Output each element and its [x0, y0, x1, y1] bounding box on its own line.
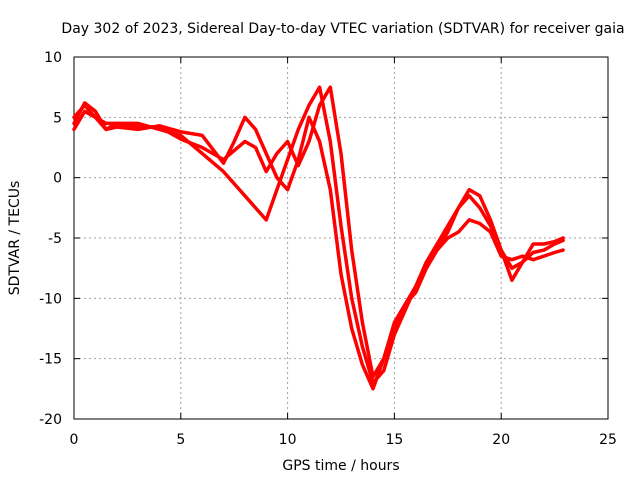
y-axis-title: SDTVAR / TECUs: [7, 181, 23, 296]
y-tick-label: -15: [39, 352, 62, 368]
chart-title: Day 302 of 2023, Sidereal Day-to-day VTE…: [61, 21, 624, 37]
y-tick-label: -10: [39, 291, 62, 307]
y-tick-label: 0: [53, 171, 62, 187]
x-tick-label: 10: [279, 432, 297, 448]
x-tick-label: 15: [385, 432, 403, 448]
x-tick-label: 5: [176, 432, 185, 448]
y-tick-labels: 10 5 0 -5 -10 -15 -20: [39, 50, 62, 428]
series-layer: [72, 85, 565, 391]
chart-grid: [74, 57, 608, 419]
series-line-3: [72, 101, 565, 391]
y-tick-label: -5: [48, 231, 62, 247]
y-tick-label: 10: [44, 50, 62, 66]
x-tick-labels: 0 5 10 15 20 25: [70, 432, 617, 448]
x-tick-label: 25: [599, 432, 617, 448]
x-tick-label: 0: [70, 432, 79, 448]
x-axis-title: GPS time / hours: [282, 458, 399, 474]
y-tick-label: 5: [53, 110, 62, 126]
x-tick-label: 20: [492, 432, 510, 448]
y-tick-label: -20: [39, 412, 62, 428]
series-line-1: [72, 85, 565, 385]
